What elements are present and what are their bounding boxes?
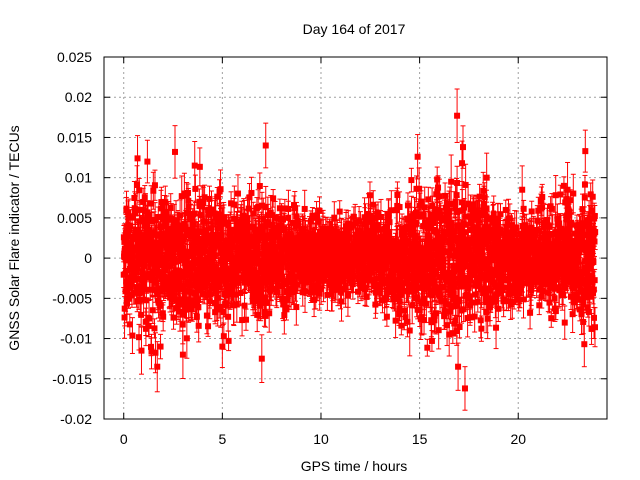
data-point — [151, 318, 158, 339]
y-tick-label: -0.015 — [52, 371, 92, 387]
y-tick-label: 0.01 — [65, 170, 92, 186]
x-tick-label: 15 — [412, 431, 428, 447]
chart-title: Day 164 of 2017 — [303, 21, 406, 37]
x-axis-label: GPS time / hours — [301, 458, 408, 474]
data-points — [120, 88, 599, 411]
y-tick-label: 0.02 — [65, 89, 92, 105]
data-point — [151, 169, 158, 201]
y-tick-label: -0.005 — [52, 290, 92, 306]
x-tick-label: 0 — [120, 431, 128, 447]
data-point — [233, 286, 240, 323]
data-point — [160, 302, 167, 332]
data-point — [217, 286, 224, 328]
x-tick-label: 10 — [313, 431, 329, 447]
data-point — [157, 333, 164, 360]
y-axis-label: GNSS Solar Flare indicator / TECUs — [6, 125, 22, 350]
data-point — [225, 330, 232, 352]
y-tick-label: 0.005 — [57, 210, 92, 226]
x-tick-label: 20 — [510, 431, 526, 447]
y-tick-label: 0 — [84, 250, 92, 266]
y-tick-label: -0.02 — [60, 411, 92, 427]
y-tick-label: 0.025 — [57, 49, 92, 65]
data-point — [234, 174, 241, 213]
x-tick-label: 5 — [218, 431, 226, 447]
y-tick-label: -0.01 — [60, 331, 92, 347]
data-point — [146, 300, 153, 338]
data-point — [228, 191, 235, 216]
data-point — [195, 309, 202, 343]
data-point — [129, 317, 136, 354]
y-tick-label: 0.015 — [57, 129, 92, 145]
data-point — [148, 333, 155, 370]
